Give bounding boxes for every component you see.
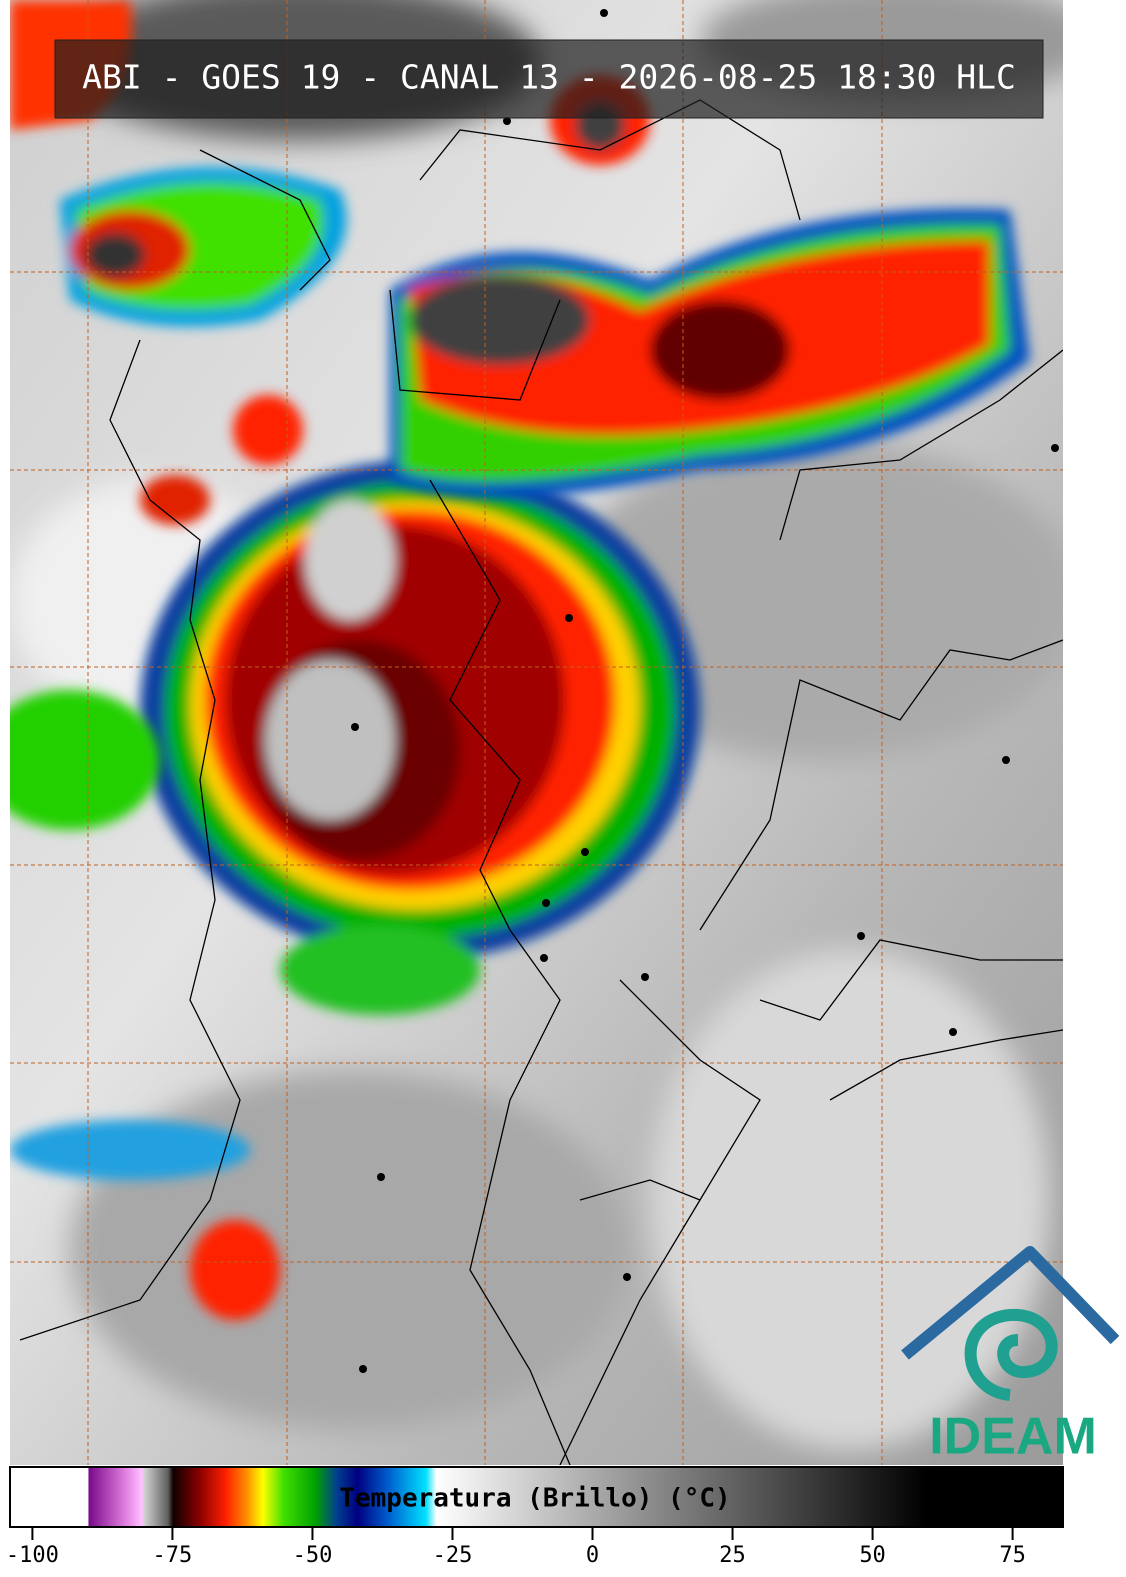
tick-label: 25 — [719, 1543, 746, 1568]
tick-label: -50 — [293, 1543, 333, 1568]
tick-label: -25 — [433, 1543, 473, 1568]
title: ABI - GOES 19 - CANAL 13 - 2026-08-25 18… — [82, 58, 1016, 97]
tick-label: 50 — [859, 1543, 886, 1568]
colorbar — [9, 1466, 1064, 1528]
satellite-image — [10, 0, 1063, 1465]
logo-text: IDEAM — [929, 1408, 1097, 1466]
title-box — [54, 39, 1044, 119]
tick-label: 0 — [586, 1543, 599, 1568]
tick-label: -100 — [6, 1543, 59, 1568]
logo: IDEAM — [901, 1246, 1120, 1466]
tick-label: 75 — [999, 1543, 1026, 1568]
colorbar-label: Temperatura (Brillo) (°C) — [339, 1484, 730, 1514]
tick-label: -75 — [153, 1543, 193, 1568]
colorbar-ticks: -100 -75 -50 -25 0 25 50 75 — [6, 1527, 1026, 1568]
